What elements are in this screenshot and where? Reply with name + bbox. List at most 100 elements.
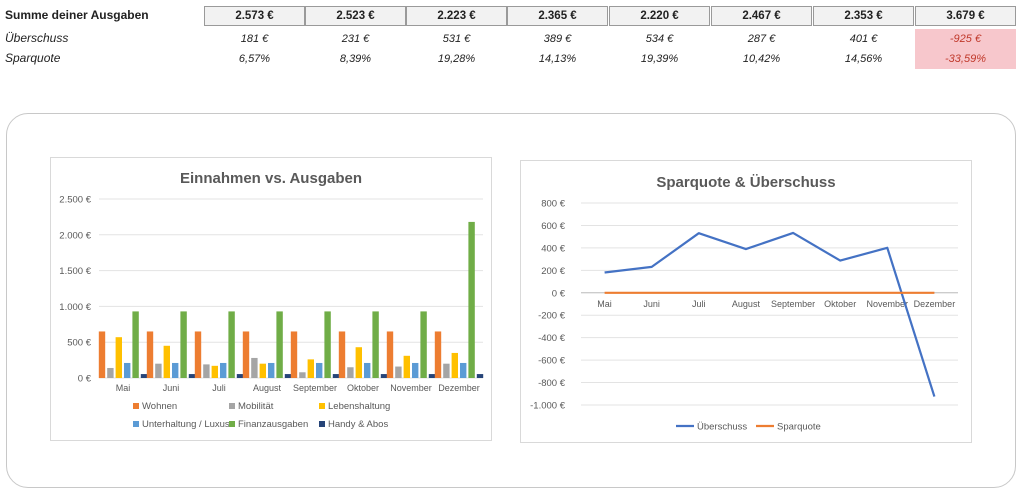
bar-lebenshaltung xyxy=(451,352,458,378)
y-tick-label: -600 € xyxy=(538,356,566,367)
y-tick-label: 200 € xyxy=(541,266,565,277)
legend-label: Sparquote xyxy=(777,422,821,433)
rate-cell: 14,56% xyxy=(844,53,883,65)
rate-cell: 10,42% xyxy=(742,53,781,65)
bar-unterhaltung-luxus xyxy=(460,362,467,378)
legend-label: Mobilität xyxy=(238,401,274,412)
x-tick-label: Juni xyxy=(163,383,180,393)
total-cell: 2.467 € xyxy=(711,6,812,26)
bar-finanzausgaben xyxy=(276,311,283,378)
rate-cell-negative: -33,59% xyxy=(915,49,1016,69)
income-vs-expenses-chart: Einnahmen vs. Ausgaben 0 € 500 € 1.000 € 1.5… xyxy=(50,157,492,441)
total-cell: 2.353 € xyxy=(813,6,914,26)
legend-label: Handy & Abos xyxy=(328,419,388,430)
chart-title: Sparquote & Überschuss xyxy=(656,174,835,191)
legend-label: Lebenshaltung xyxy=(328,401,390,412)
surplus-label: Überschuss xyxy=(5,31,69,45)
bar-handy-abos xyxy=(236,374,244,378)
x-tick-label: Juni xyxy=(643,299,660,309)
bar-mobilität xyxy=(347,367,354,378)
bar-finanzausgaben xyxy=(420,311,427,378)
bar-wohnen xyxy=(194,331,202,378)
legend-label: Wohnen xyxy=(142,401,177,412)
bar-finanzausgaben xyxy=(180,311,187,378)
bar-lebenshaltung xyxy=(403,355,410,378)
bar-wohnen xyxy=(146,331,154,378)
surplus-cell: 389 € xyxy=(543,33,572,45)
x-tick-label: Oktober xyxy=(347,383,379,393)
rate-cell: 19,28% xyxy=(437,53,476,65)
legend-swatch xyxy=(319,403,325,409)
legend-label: Finanzausgaben xyxy=(238,419,308,430)
total-cell: 2.573 € xyxy=(204,6,305,26)
bar-lebenshaltung xyxy=(355,347,362,378)
y-tick-label: -200 € xyxy=(538,311,566,322)
line-überschuss xyxy=(604,231,936,397)
x-tick-label: August xyxy=(253,383,282,393)
bar-unterhaltung-luxus xyxy=(172,362,179,378)
legend-swatch xyxy=(133,421,139,427)
y-tick-label: 600 € xyxy=(541,221,565,232)
line-chart-svg: Sparquote & Überschuss -1.000 € -800 € -600… xyxy=(530,174,958,433)
bar-wohnen xyxy=(338,331,346,378)
bar-wohnen xyxy=(434,331,442,378)
bar-mobilität xyxy=(251,357,258,378)
x-tick-label: Juli xyxy=(692,299,706,309)
bar-mobilität xyxy=(203,364,210,378)
bar-lebenshaltung xyxy=(307,359,314,378)
rate-cell: 14,13% xyxy=(538,53,577,65)
y-tick-label: 1.000 € xyxy=(59,302,91,313)
rate-cell: 6,57% xyxy=(238,53,271,65)
bar-finanzausgaben xyxy=(324,311,331,378)
x-tick-label: Dezember xyxy=(914,299,956,309)
bar-unterhaltung-luxus xyxy=(124,362,131,378)
total-cell: 2.523 € xyxy=(305,6,406,26)
bar-unterhaltung-luxus xyxy=(316,362,323,378)
bar-wohnen xyxy=(386,331,394,378)
savings-rate-label: Sparquote xyxy=(5,51,61,65)
bar-wohnen xyxy=(242,331,250,378)
legend-swatch xyxy=(319,421,325,427)
bar-unterhaltung-luxus xyxy=(412,362,419,378)
x-tick-label: Oktober xyxy=(824,299,856,309)
bar-finanzausgaben xyxy=(228,311,235,378)
bar-handy-abos xyxy=(284,374,292,378)
bar-unterhaltung-luxus xyxy=(364,362,371,378)
surplus-cell: 534 € xyxy=(645,33,674,45)
bar-chart-svg: Einnahmen vs. Ausgaben 0 € 500 € 1.000 € 1.5… xyxy=(59,170,484,430)
bar-wohnen xyxy=(98,331,106,378)
legend-label: Überschuss xyxy=(697,422,747,433)
bar-lebenshaltung xyxy=(115,337,122,378)
bar-handy-abos xyxy=(380,374,388,378)
bar-wohnen xyxy=(290,331,298,378)
rate-cell: 19,39% xyxy=(640,53,679,65)
y-tick-label: 0 € xyxy=(78,374,92,385)
bar-finanzausgaben xyxy=(132,311,139,378)
surplus-cell: 231 € xyxy=(341,33,370,45)
total-cell: 3.679 € xyxy=(915,6,1016,26)
bar-mobilität xyxy=(443,363,450,378)
x-tick-label: September xyxy=(293,383,337,393)
bar-lebenshaltung xyxy=(163,345,170,378)
y-tick-label: -1.000 € xyxy=(530,401,566,412)
legend-label: Unterhaltung / Luxus xyxy=(142,419,230,430)
surplus-cell: 181 € xyxy=(240,33,269,45)
legend-swatch xyxy=(229,421,235,427)
x-tick-label: Dezember xyxy=(438,383,480,393)
y-tick-label: 500 € xyxy=(67,338,91,349)
y-tick-label: 0 € xyxy=(552,288,566,299)
savings-rate-surplus-chart: Sparquote & Überschuss -1.000 € -800 € -600… xyxy=(520,160,972,443)
total-cell: 2.223 € xyxy=(406,6,507,26)
x-tick-label: August xyxy=(732,299,761,309)
legend-swatch xyxy=(229,403,235,409)
bar-lebenshaltung xyxy=(259,363,266,378)
bar-handy-abos xyxy=(428,374,436,378)
bar-unterhaltung-luxus xyxy=(220,362,227,378)
bar-finanzausgaben xyxy=(372,311,379,378)
bar-mobilität xyxy=(155,363,162,378)
y-tick-label: 1.500 € xyxy=(59,266,91,277)
surplus-cell-negative: -925 € xyxy=(915,29,1016,49)
legend-swatch xyxy=(133,403,139,409)
y-tick-label: 2.500 € xyxy=(59,195,91,206)
surplus-cell: 531 € xyxy=(442,33,471,45)
